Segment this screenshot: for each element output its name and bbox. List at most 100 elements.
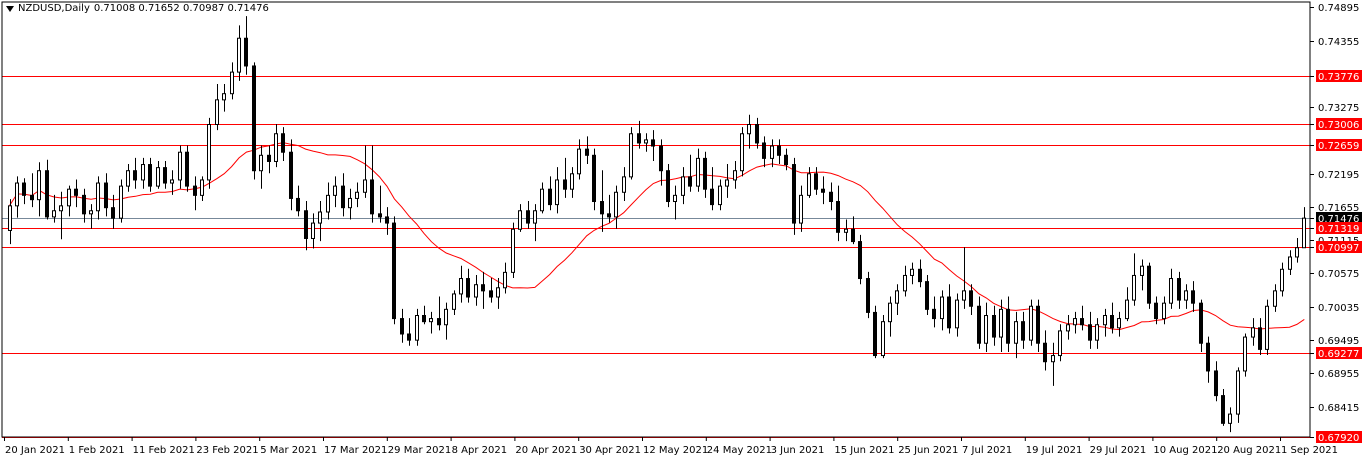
candle (444, 302, 448, 340)
candle (622, 167, 626, 202)
candle (1273, 284, 1277, 312)
candle-body (163, 167, 167, 184)
x-tick-label: 30 Apr 2021 (579, 445, 641, 456)
candle-body (200, 179, 204, 196)
candle (15, 176, 19, 218)
y-tick-label: 0.70035 (1318, 303, 1359, 314)
candle-body (784, 154, 788, 166)
candle-body (1036, 305, 1040, 344)
candle (333, 176, 337, 208)
candle-body (947, 296, 951, 329)
candle-body (407, 333, 411, 341)
x-tick-label: 1 Sep 2021 (1281, 445, 1338, 456)
candle-body (526, 210, 530, 224)
candle (755, 117, 759, 149)
candle (940, 290, 944, 331)
candle (932, 296, 936, 328)
candle-body (415, 315, 419, 341)
chart-menu-triangle-icon[interactable] (6, 5, 14, 12)
candle (385, 207, 389, 235)
candle (718, 179, 722, 211)
candle (141, 157, 145, 189)
candle-body (333, 185, 337, 196)
candle (496, 278, 500, 309)
candle-body (274, 133, 278, 162)
candle (341, 173, 345, 217)
candle-body (111, 207, 115, 219)
candle (392, 216, 396, 325)
candle (1265, 299, 1269, 356)
candle-body (992, 315, 996, 338)
x-tick-label: 29 Mar 2021 (388, 445, 451, 456)
candle-body (311, 222, 315, 239)
candle-body (1066, 324, 1070, 332)
candle (563, 157, 567, 198)
candle (311, 213, 315, 249)
candle-body (1206, 342, 1210, 372)
y-tick-label: 0.73006 (1318, 120, 1359, 131)
ohlc-readout: 0.71008 0.71652 0.70987 0.71476 (93, 3, 269, 14)
candle (844, 219, 848, 242)
candle-body (585, 148, 589, 156)
candle (903, 265, 907, 297)
candle-body (962, 290, 966, 301)
candle (415, 308, 419, 346)
candle-body (37, 170, 41, 201)
candle-body (1265, 305, 1269, 350)
candle (422, 305, 426, 325)
candle-body (1088, 324, 1092, 341)
candle-body (156, 167, 160, 187)
symbol-label: NZDUSD,Daily (18, 3, 90, 14)
candle (45, 159, 49, 220)
candle (688, 154, 692, 192)
y-tick-label: 0.73275 (1318, 103, 1359, 114)
candle-body (304, 210, 308, 239)
candle (1228, 407, 1232, 433)
candle (30, 173, 34, 208)
candle-body (792, 164, 796, 224)
candle (681, 167, 685, 205)
candle (1288, 250, 1292, 275)
candle (784, 148, 788, 171)
candle-body (1288, 256, 1292, 270)
candle (614, 185, 618, 229)
candle-body (1199, 302, 1203, 344)
candle-body (252, 65, 256, 172)
candle (1169, 268, 1173, 309)
candle-body (969, 290, 973, 307)
candle-body (67, 188, 71, 207)
candle-body (799, 194, 803, 224)
candle (962, 247, 966, 309)
candle (193, 176, 197, 211)
candle-body (1125, 299, 1129, 320)
candle-body (932, 308, 936, 320)
candle (607, 194, 611, 223)
candle (22, 178, 26, 205)
candle (1117, 311, 1121, 337)
level-price-tag (1316, 70, 1362, 82)
level-price-tag (1316, 241, 1362, 253)
candle-body (96, 182, 100, 212)
candle (355, 182, 359, 208)
candle-body (466, 278, 470, 298)
candle-body (126, 170, 130, 187)
candle-body (1021, 321, 1025, 341)
candle-body (888, 302, 892, 323)
candle-body (1162, 302, 1166, 320)
candle-body (30, 194, 34, 201)
candle (570, 167, 574, 198)
candle (281, 127, 285, 161)
candle (1021, 311, 1025, 349)
candle-body (1140, 265, 1144, 276)
candle (969, 284, 973, 316)
candle (644, 133, 648, 152)
candle-body (548, 188, 552, 206)
level-price-tag (1316, 347, 1362, 359)
candle (400, 308, 404, 343)
candle-body (858, 241, 862, 280)
candle-body (873, 311, 877, 357)
x-tick-label: 8 Apr 2021 (452, 445, 507, 456)
candle-body (622, 176, 626, 193)
